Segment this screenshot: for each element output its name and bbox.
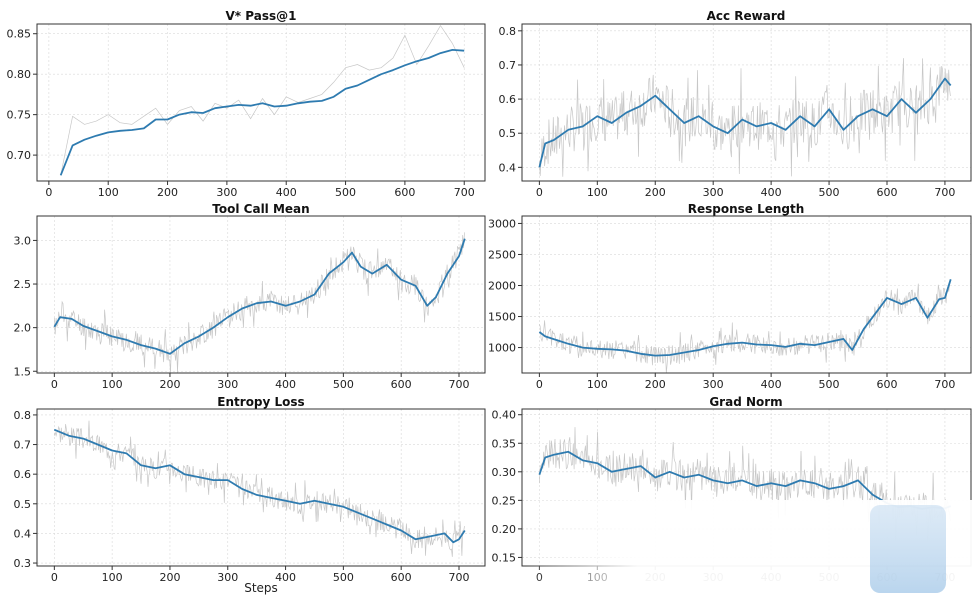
- x-tick-label: 300: [703, 186, 724, 199]
- x-tick-label: 200: [159, 571, 180, 584]
- x-tick-label: 400: [275, 571, 296, 584]
- y-tick-label: 2.0: [14, 322, 32, 335]
- panel-title: Entropy Loss: [217, 395, 304, 409]
- panel-title: Grad Norm: [709, 395, 782, 409]
- y-tick-label: 0.8: [14, 409, 32, 422]
- x-tick-label: 700: [454, 186, 475, 199]
- x-tick-label: 400: [761, 378, 782, 391]
- y-tick-label: 0.4: [14, 527, 32, 540]
- x-tick-label: 0: [536, 186, 543, 199]
- x-tick-label: 600: [876, 186, 897, 199]
- x-tick-label: 300: [217, 378, 238, 391]
- x-tick-label: 500: [333, 378, 354, 391]
- x-tick-label: 400: [275, 378, 296, 391]
- smoothed-series-line: [538, 279, 952, 357]
- plot-frame: [521, 215, 972, 374]
- plot-frame: [36, 408, 486, 567]
- y-tick-label: 0.15: [492, 551, 517, 564]
- x-tick-label: 600: [876, 378, 897, 391]
- raw-series-line: [53, 420, 465, 557]
- x-tick-label: 700: [448, 378, 469, 391]
- x-tick-label: 500: [819, 378, 840, 391]
- smoothed-series-line: [53, 238, 466, 355]
- x-tick-label: 700: [448, 571, 469, 584]
- x-tick-label: 500: [335, 186, 356, 199]
- x-tick-label: 700: [934, 378, 955, 391]
- x-tick-label: 600: [394, 186, 415, 199]
- smoothed-series-line: [538, 77, 952, 168]
- y-tick-label: 0.8: [499, 25, 517, 38]
- panel-entropy-loss: Entropy Loss 0 100 200 300 400 500 600 700 0.3 0.…: [14, 395, 486, 584]
- y-tick-label: 0.70: [7, 149, 32, 162]
- y-tick-label: 0.5: [14, 498, 32, 511]
- x-tick-label: 0: [51, 571, 58, 584]
- smoothed-series-line: [53, 428, 466, 544]
- y-tick-label: 0.85: [7, 28, 32, 41]
- x-tick-label: 200: [645, 186, 666, 199]
- y-tick-label: 2500: [488, 248, 516, 261]
- y-tick-label: 1.5: [14, 365, 32, 378]
- y-tick-label: 3000: [488, 217, 516, 230]
- raw-series-line: [539, 58, 951, 177]
- y-tick-label: 0.6: [14, 468, 32, 481]
- panel-title: Acc Reward: [707, 9, 786, 23]
- x-tick-label: 100: [102, 378, 123, 391]
- x-tick-label: 0: [536, 378, 543, 391]
- y-tick-label: 0.7: [14, 439, 32, 452]
- panel-title: Tool Call Mean: [212, 202, 309, 216]
- y-tick-label: 0.5: [499, 127, 517, 140]
- x-tick-label: 700: [934, 186, 955, 199]
- y-tick-label: 0.35: [492, 437, 517, 450]
- y-tick-label: 0.80: [7, 68, 32, 81]
- panel-response-length: Response Length 0 100 200 300 400 500 600 700 10…: [488, 202, 972, 391]
- x-tick-label: 300: [216, 186, 237, 199]
- x-tick-label: 300: [217, 571, 238, 584]
- x-tick-label: 100: [587, 186, 608, 199]
- x-tick-label: 500: [333, 571, 354, 584]
- smoothed-series-line: [59, 49, 465, 176]
- watermark-shape: [870, 505, 946, 593]
- x-tick-label: 0: [51, 378, 58, 391]
- y-tick-label: 1500: [488, 311, 516, 324]
- x-tick-label: 300: [703, 378, 724, 391]
- x-axis-label: Steps: [244, 581, 278, 595]
- y-tick-label: 0.20: [492, 523, 517, 536]
- plot-frame: [36, 23, 486, 182]
- y-tick-label: 0.6: [499, 93, 517, 106]
- x-tick-label: 500: [819, 186, 840, 199]
- y-tick-label: 1000: [488, 342, 516, 355]
- y-tick-label: 0.4: [499, 161, 517, 174]
- raw-series-line: [539, 427, 951, 542]
- x-tick-label: 200: [157, 186, 178, 199]
- y-tick-label: 2.5: [14, 278, 32, 291]
- panel-acc-reward: Acc Reward 0 100 200 300 400 500 600 700 0.4 0.5 0…: [499, 9, 972, 199]
- plot-frame: [36, 215, 486, 374]
- x-tick-label: 600: [391, 378, 412, 391]
- x-tick-label: 100: [587, 378, 608, 391]
- x-tick-label: 200: [159, 378, 180, 391]
- y-tick-label: 0.7: [499, 59, 517, 72]
- y-tick-label: 2000: [488, 280, 516, 293]
- raw-series-line: [60, 24, 465, 176]
- x-tick-label: 400: [276, 186, 297, 199]
- y-tick-label: 0.40: [492, 409, 517, 422]
- x-tick-label: 600: [391, 571, 412, 584]
- panel-title: Response Length: [688, 202, 805, 216]
- y-tick-label: 0.25: [492, 494, 517, 507]
- plot-frame: [521, 23, 972, 182]
- x-tick-label: 100: [98, 186, 119, 199]
- x-tick-label: 0: [45, 186, 52, 199]
- y-tick-label: 3.0: [14, 234, 32, 247]
- y-tick-label: 0.75: [7, 109, 32, 122]
- y-tick-label: 0.3: [14, 557, 32, 570]
- x-tick-label: 100: [102, 571, 123, 584]
- panel-vstar-pass1: V* Pass@1 0 100 200 300 400 500 600 700 0.70 0.75…: [7, 9, 486, 199]
- panel-tool-call-mean: Tool Call Mean 0 100 200 300 400 500 600 700 1.5…: [14, 202, 486, 391]
- panel-title: V* Pass@1: [226, 9, 297, 23]
- raw-series-line: [539, 280, 951, 374]
- y-tick-label: 0.30: [492, 466, 517, 479]
- x-tick-label: 400: [761, 186, 782, 199]
- x-tick-label: 200: [645, 378, 666, 391]
